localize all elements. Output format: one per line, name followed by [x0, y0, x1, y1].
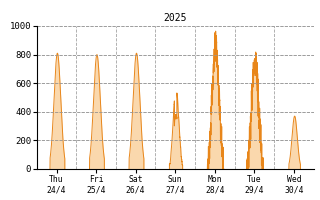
Text: 2025: 2025: [164, 13, 187, 23]
Text: Solar Radiation (W/m^2): Solar Radiation (W/m^2): [78, 4, 242, 17]
